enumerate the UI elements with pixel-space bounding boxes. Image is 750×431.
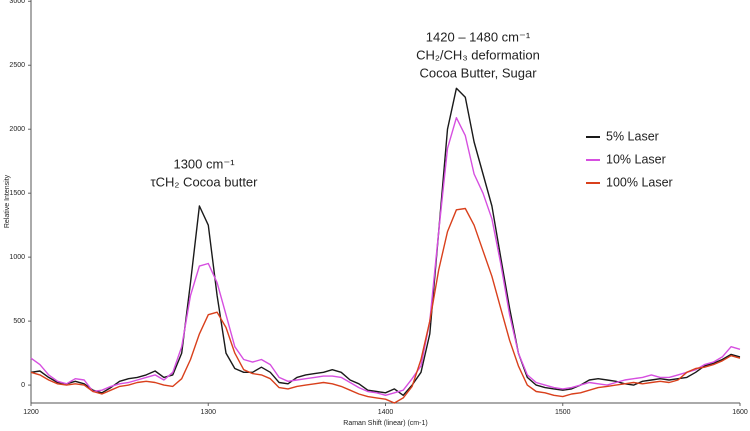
- x-tick-label: 1600: [732, 409, 748, 416]
- annotation: τCH₂ Cocoa butter: [150, 174, 258, 189]
- y-axis-title: Relative Intensity: [4, 174, 11, 228]
- x-tick-label: 1500: [555, 409, 571, 416]
- x-tick-label: 1300: [200, 409, 216, 416]
- y-tick-label: 0: [21, 382, 25, 389]
- x-tick-label: 1200: [23, 409, 39, 416]
- series-line: [30, 117, 741, 396]
- annotation: CH₂/CH₃ deformation: [416, 47, 540, 62]
- y-tick-label: 1500: [9, 190, 25, 197]
- annotation: 1420 – 1480 cm⁻¹: [426, 29, 531, 44]
- x-axis-title: Raman Shift (linear) (cm-1): [343, 420, 427, 427]
- y-tick-label: 1000: [9, 254, 25, 261]
- series-line: [30, 207, 741, 404]
- y-tick-label: 500: [13, 318, 25, 325]
- annotation: 1300 cm⁻¹: [173, 156, 235, 171]
- y-tick-label: 2000: [9, 126, 25, 133]
- annotation: Cocoa Butter, Sugar: [419, 65, 537, 80]
- y-tick-label: 3000: [9, 0, 25, 5]
- series-line: [30, 87, 741, 396]
- legend-label: 10% Laser: [606, 152, 666, 166]
- x-tick-label: 1400: [378, 409, 394, 416]
- legend-label: 100% Laser: [606, 175, 673, 189]
- legend-label: 5% Laser: [606, 129, 659, 143]
- y-tick-label: 2500: [9, 62, 25, 69]
